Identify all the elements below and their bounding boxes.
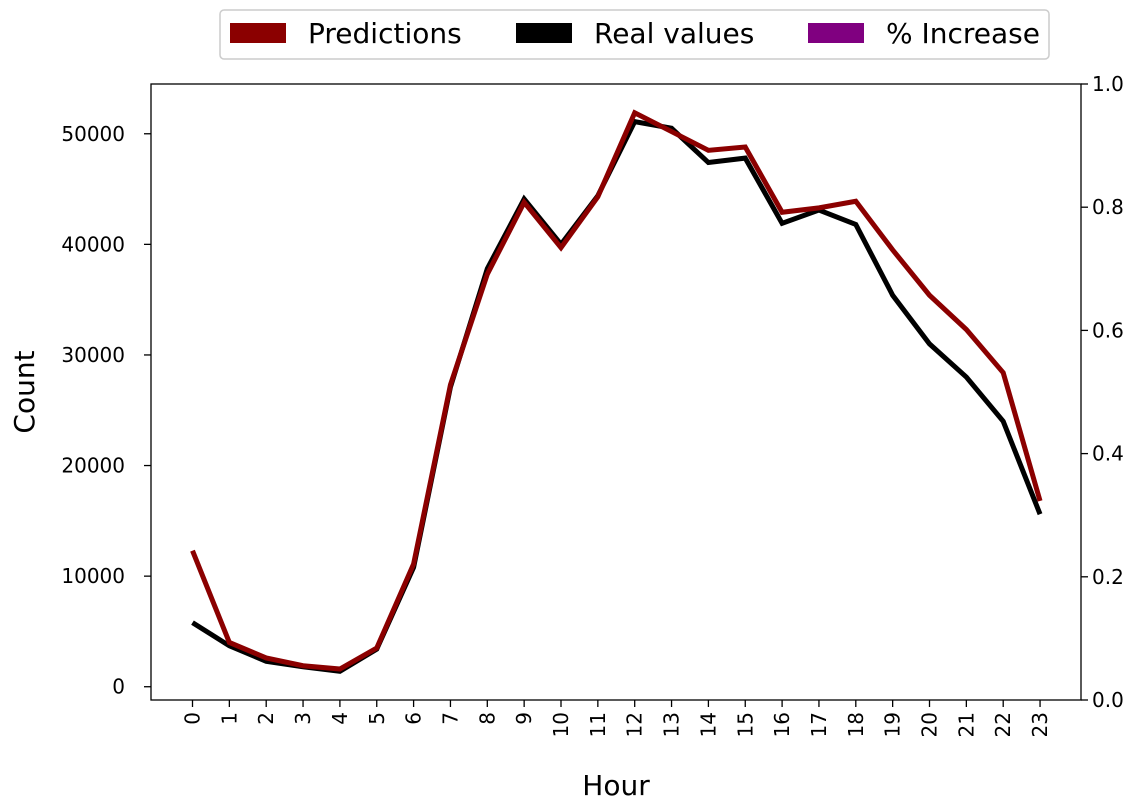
- x-axis-title: Hour: [582, 769, 650, 802]
- y-right-tick-label: 0.8: [1092, 195, 1124, 219]
- x-tick-label: 9: [512, 712, 536, 725]
- legend-swatch: [516, 23, 572, 43]
- x-tick-label: 8: [475, 712, 499, 725]
- x-tick-label: 16: [770, 712, 794, 737]
- y-left-tick-label: 50000: [61, 122, 125, 146]
- x-tick-label: 11: [586, 712, 610, 737]
- left-y-axis: 0 10000 20000 30000 40000 50000: [61, 122, 151, 699]
- y-right-tick-label: 0.0: [1092, 688, 1124, 712]
- legend-frame: [219, 9, 1050, 60]
- x-tick-label: 15: [733, 712, 757, 737]
- x-tick-label: 22: [991, 712, 1015, 737]
- y-right-tick-label: 0.2: [1092, 565, 1124, 589]
- y-left-tick-label: 0: [112, 675, 125, 699]
- y-right-tick-label: 0.6: [1092, 318, 1124, 342]
- legend-swatch: [808, 23, 864, 43]
- y-left-tick-label: 30000: [61, 343, 125, 367]
- x-tick-label: 4: [328, 712, 352, 725]
- y-left-tick-label: 40000: [61, 232, 125, 256]
- series-line-predictions: [190, 109, 1043, 672]
- x-tick-label: 5: [365, 712, 389, 725]
- right-y-axis: 0.0 0.2 0.4 0.6 0.8 1.0: [1081, 72, 1124, 712]
- x-tick-label: 20: [918, 712, 942, 737]
- legend-label: % Increase: [886, 17, 1040, 50]
- x-tick-label: 13: [660, 712, 684, 737]
- x-tick-label: 14: [696, 712, 720, 737]
- y-axis-title: Count: [8, 350, 41, 433]
- series-line-real-values: [191, 118, 1043, 674]
- legend-label: Real values: [594, 17, 754, 50]
- x-axis: 0 1 2 3 4 5 6 7 8 9 10 11 12 13 14 15 16 17 18 19 20 21 22 23: [181, 700, 1052, 737]
- legend: Predictions Real values % Increase: [219, 9, 1050, 60]
- y-left-tick-label: 10000: [61, 564, 125, 588]
- x-tick-label: 10: [549, 712, 573, 737]
- plot-area-frame: [150, 83, 1082, 701]
- x-tick-label: 6: [402, 712, 426, 725]
- legend-label: Predictions: [308, 17, 462, 50]
- y-right-tick-label: 0.4: [1092, 442, 1124, 466]
- x-tick-label: 12: [623, 712, 647, 737]
- x-tick-label: 21: [954, 712, 978, 737]
- series-layer: [190, 109, 1043, 674]
- y-right-tick-label: 1.0: [1092, 72, 1124, 96]
- y-left-tick-label: 20000: [61, 454, 125, 478]
- x-tick-label: 19: [881, 712, 905, 737]
- x-tick-label: 3: [291, 712, 315, 725]
- x-tick-label: 23: [1028, 712, 1052, 737]
- legend-swatch: [230, 23, 286, 43]
- x-tick-label: 18: [844, 712, 868, 737]
- x-tick-label: 7: [438, 712, 462, 725]
- x-tick-label: 0: [181, 712, 205, 725]
- x-tick-label: 2: [254, 712, 278, 725]
- x-tick-label: 17: [807, 712, 831, 737]
- x-tick-label: 1: [217, 712, 241, 725]
